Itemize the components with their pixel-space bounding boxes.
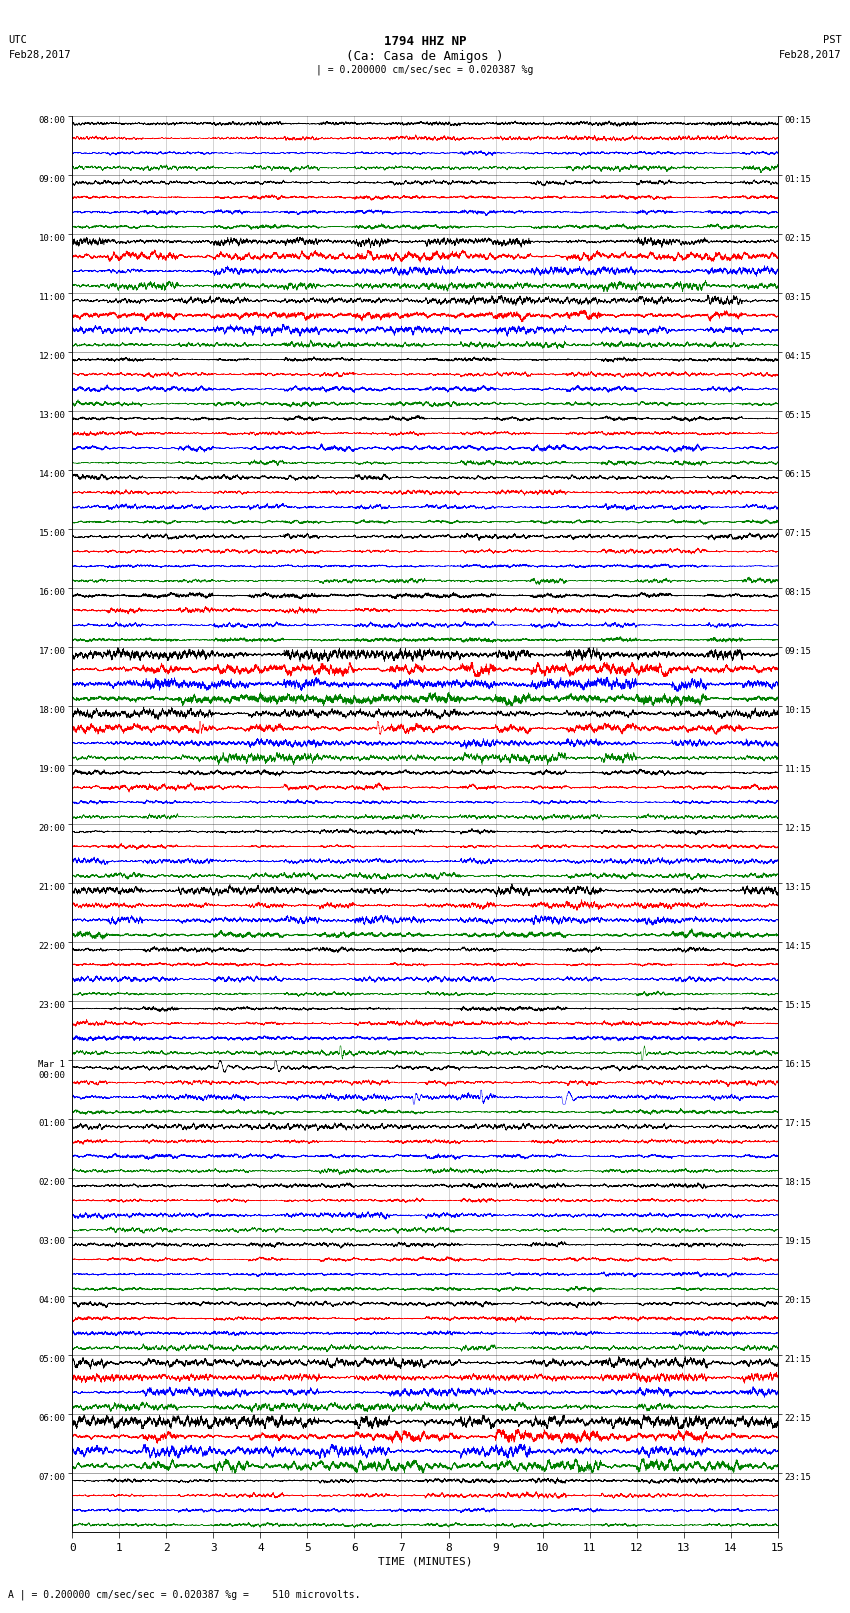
Text: | = 0.200000 cm/sec/sec = 0.020387 %g: | = 0.200000 cm/sec/sec = 0.020387 %g: [316, 65, 534, 76]
Text: Feb28,2017: Feb28,2017: [779, 50, 842, 60]
Text: PST: PST: [823, 35, 842, 45]
Text: A | = 0.200000 cm/sec/sec = 0.020387 %g =    510 microvolts.: A | = 0.200000 cm/sec/sec = 0.020387 %g …: [8, 1589, 361, 1600]
Text: 1794 HHZ NP: 1794 HHZ NP: [383, 35, 467, 48]
Text: Feb28,2017: Feb28,2017: [8, 50, 71, 60]
X-axis label: TIME (MINUTES): TIME (MINUTES): [377, 1557, 473, 1566]
Text: (Ca: Casa de Amigos ): (Ca: Casa de Amigos ): [346, 50, 504, 63]
Text: UTC: UTC: [8, 35, 27, 45]
